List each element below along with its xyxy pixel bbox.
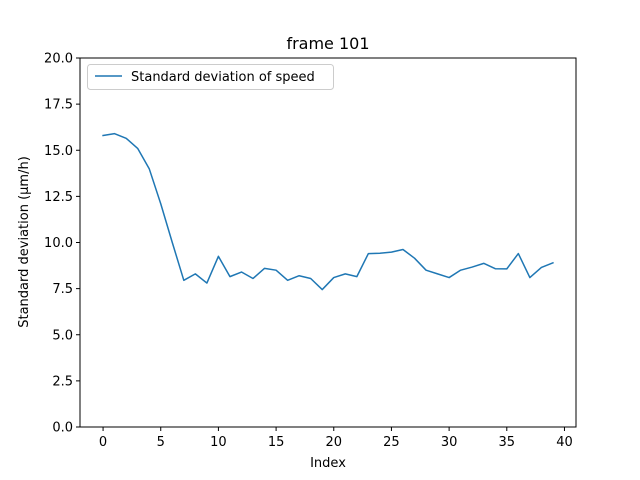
x-tick-label: 15: [268, 435, 285, 450]
y-tick-label: 7.5: [52, 282, 73, 297]
plot-area: 0 5 10 15 20 25 30 35 40 0.0 2.5 5.0 7.5 10.0 12.5 15.0…: [44, 52, 577, 450]
series-line-0: [102, 132, 554, 291]
x-tick-label: 20: [325, 435, 342, 450]
y-tick-label: 17.5: [44, 98, 73, 113]
y-tick-label: 20.0: [44, 52, 73, 67]
x-tick-label: 35: [499, 435, 516, 450]
legend-label: Standard deviation of speed: [131, 70, 315, 85]
x-tick-label: 30: [441, 435, 458, 450]
x-tick-label: 5: [157, 435, 165, 450]
y-tick-label: 12.5: [44, 190, 73, 205]
x-axis-label: Index: [310, 456, 346, 471]
x-tick-label: 0: [99, 435, 107, 450]
x-tick-label: 40: [556, 435, 573, 450]
y-tick-label: 5.0: [52, 328, 73, 343]
legend-box: [87, 64, 334, 90]
x-tick-label: 10: [210, 435, 227, 450]
y-tick-label: 10.0: [44, 236, 73, 251]
chart-title: frame 101: [286, 34, 369, 53]
y-tick-label: 0.0: [52, 421, 73, 436]
y-tick-label: 15.0: [44, 144, 73, 159]
y-axis-label: Standard deviation (μm/h): [17, 156, 32, 328]
y-tick-label: 2.5: [52, 374, 73, 389]
x-tick-label: 25: [383, 435, 400, 450]
